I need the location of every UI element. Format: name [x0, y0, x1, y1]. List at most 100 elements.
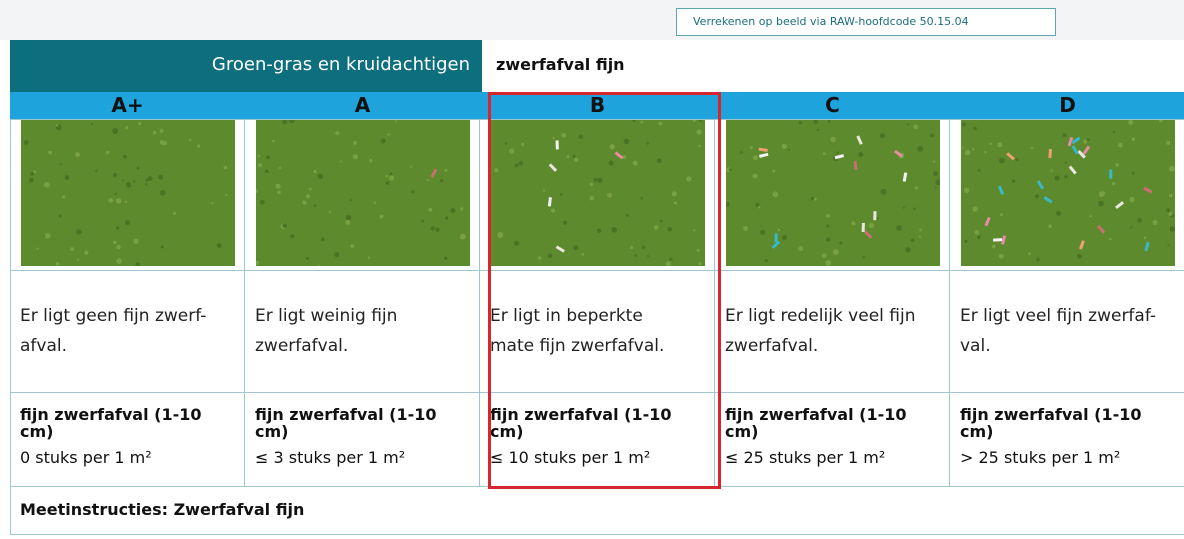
grass-texture — [1098, 201, 1104, 207]
grass-texture — [972, 206, 977, 211]
grass-texture — [116, 245, 120, 249]
grass-texture — [260, 200, 265, 205]
grass-texture — [385, 175, 387, 177]
litter — [862, 223, 865, 232]
grass-texture — [869, 223, 875, 229]
grass-texture — [1132, 138, 1135, 141]
grass-texture — [915, 186, 918, 189]
grass-texture — [445, 216, 448, 219]
grass-texture — [387, 133, 389, 135]
grass-texture — [112, 128, 118, 134]
grass-texture — [158, 175, 163, 180]
grass-texture — [56, 262, 60, 266]
grass-texture — [59, 215, 62, 218]
grass-texture — [125, 201, 127, 203]
grass-photo — [961, 120, 1175, 266]
grass-texture — [782, 235, 787, 240]
litter — [993, 238, 1002, 241]
grass-texture — [836, 151, 838, 153]
grass-texture — [45, 233, 51, 239]
grass-texture — [743, 226, 748, 231]
grass-texture — [962, 122, 966, 126]
grass-texture — [858, 152, 863, 157]
grass-texture — [217, 243, 222, 248]
grass-texture — [1109, 238, 1111, 240]
grass-texture — [65, 175, 70, 180]
grass-texture — [1031, 147, 1033, 149]
grass-texture — [822, 253, 827, 258]
grass-texture — [115, 193, 117, 195]
grass-texture — [77, 259, 79, 261]
raw-note[interactable]: Verrekenen op beeld via RAW-hoofdcode 50… — [676, 8, 1056, 36]
grass-texture — [740, 151, 743, 154]
grass-texture — [933, 160, 935, 162]
grass-texture — [283, 224, 287, 228]
grass-texture — [76, 229, 81, 234]
grass-texture — [335, 131, 339, 135]
grass-texture — [137, 167, 140, 170]
grass-texture — [116, 198, 122, 204]
grass-texture — [1169, 212, 1173, 216]
grass-texture — [913, 207, 916, 210]
grass-texture — [189, 139, 192, 142]
grass-texture — [435, 228, 439, 232]
litter — [1048, 149, 1052, 158]
grass — [21, 120, 235, 266]
grass-texture — [907, 123, 909, 125]
grass-texture — [62, 195, 65, 198]
grass-texture — [148, 176, 153, 181]
grass-texture — [411, 190, 414, 193]
grass-texture — [422, 220, 425, 223]
grass-texture — [978, 169, 981, 172]
grass-texture — [428, 208, 432, 212]
grass-texture — [999, 254, 1004, 259]
grass-texture — [374, 202, 376, 204]
grass-texture — [933, 171, 938, 176]
grass-texture — [211, 202, 213, 204]
grass-texture — [389, 175, 394, 180]
grass-texture — [29, 178, 34, 183]
grass-texture — [381, 139, 386, 144]
grass-texture — [965, 150, 971, 156]
grass-texture — [160, 140, 165, 145]
grass-texture — [290, 234, 294, 238]
category-header: Groen-gras en kruidachtigen — [10, 40, 482, 92]
grass-texture — [1090, 215, 1092, 217]
grass-texture — [440, 179, 444, 183]
grass-texture — [445, 169, 448, 172]
grass-texture — [823, 152, 826, 155]
grade-label: D — [950, 92, 1184, 119]
row-line — [245, 270, 480, 271]
grass-texture — [877, 217, 879, 219]
grass-texture — [1137, 218, 1142, 223]
grass-photo — [256, 120, 470, 266]
grass-texture — [811, 197, 814, 200]
grass-texture — [353, 154, 358, 159]
grass-texture — [224, 166, 228, 170]
grass-texture — [1129, 197, 1135, 203]
grass-texture — [314, 204, 317, 207]
row-line — [10, 392, 245, 393]
grass-texture — [826, 224, 829, 227]
grass-texture — [321, 237, 325, 241]
grass-texture — [56, 124, 58, 126]
grass-texture — [1128, 120, 1133, 125]
grass-texture — [302, 200, 306, 204]
grass-texture — [964, 188, 969, 193]
grass-texture — [972, 148, 975, 151]
grass-texture — [106, 151, 110, 155]
grass-texture — [833, 249, 839, 255]
grass-texture — [905, 247, 910, 252]
grass — [961, 120, 1175, 266]
grass-texture — [306, 194, 310, 198]
grass-texture — [380, 215, 384, 219]
grass-texture — [265, 170, 268, 173]
grass-texture — [350, 244, 354, 248]
grass-texture — [930, 133, 934, 137]
grass-texture — [1169, 194, 1172, 197]
topic-header: zwerfafval fijn — [496, 40, 625, 92]
grass-texture — [277, 191, 281, 195]
grass-texture — [1035, 194, 1039, 198]
grass-texture — [1170, 226, 1175, 232]
grass-texture — [814, 198, 817, 201]
